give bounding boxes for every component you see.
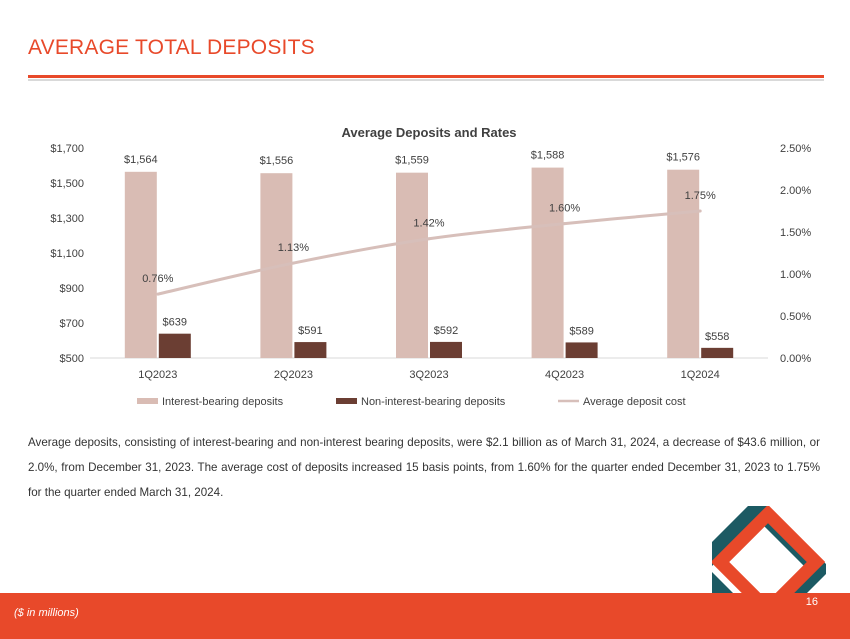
non-interest-bearing-bar (158, 333, 191, 358)
interest-bearing-bar (124, 171, 157, 358)
page-number: 16 (805, 596, 818, 608)
average-deposit-cost-data-label: 0.76% (142, 273, 173, 285)
legend-label: Non-interest-bearing deposits (361, 396, 506, 408)
y-axis-tick-label: $900 (60, 283, 84, 295)
units-footnote: ($ in millions) (14, 607, 79, 619)
deposits-chart: Average Deposits and Rates $500 $700 $900 $1… (50, 125, 811, 408)
legend-label: Interest-bearing deposits (162, 396, 284, 408)
body-paragraph: Average deposits, consisting of interest… (28, 436, 820, 499)
interest-bearing-data-label: $1,564 (124, 154, 158, 166)
average-deposit-cost-data-label: 1.42% (413, 218, 444, 230)
non-interest-bearing-bar (565, 342, 598, 358)
page-title: AVERAGE TOTAL DEPOSITS (28, 36, 315, 59)
non-interest-bearing-data-label: $592 (434, 325, 458, 337)
non-interest-bearing-data-label: $558 (705, 331, 729, 343)
x-axis-category-label: 4Q2023 (545, 369, 584, 381)
interest-bearing-data-label: $1,556 (260, 155, 294, 167)
y2-axis-tick-label: 1.50% (780, 227, 811, 239)
x-axis-category-label: 3Q2023 (409, 369, 448, 381)
x-axis-category-label: 2Q2023 (274, 369, 313, 381)
non-interest-bearing-data-label: $591 (298, 325, 322, 337)
y2-axis-tick-label: 2.00% (780, 185, 811, 197)
footer-bar: ($ in millions) 16 (0, 593, 850, 639)
average-deposit-cost-point (563, 222, 567, 226)
interest-bearing-data-label: $1,588 (531, 150, 565, 162)
non-interest-bearing-data-label: $639 (163, 317, 187, 329)
x-axis-category-label: 1Q2024 (681, 369, 720, 381)
non-interest-bearing-bar (701, 347, 734, 358)
average-deposit-cost-data-label: 1.60% (549, 203, 580, 215)
title-underline (28, 75, 824, 78)
average-deposit-cost-point (698, 209, 702, 213)
legend-swatch (137, 398, 158, 404)
interest-bearing-data-label: $1,576 (666, 152, 700, 164)
y2-axis-tick-label: 2.50% (780, 143, 811, 155)
legend-label: Average deposit cost (583, 396, 686, 408)
y-axis-tick-label: $500 (60, 353, 84, 365)
average-deposit-cost-data-label: 1.13% (278, 242, 309, 254)
chart-title: Average Deposits and Rates (341, 125, 516, 140)
y-axis-tick-label: $1,100 (50, 248, 84, 260)
y2-axis-tick-label: 0.50% (780, 311, 811, 323)
y2-axis-tick-label: 0.00% (780, 353, 811, 365)
average-deposit-cost-point (427, 237, 431, 241)
y-axis-tick-label: $1,500 (50, 178, 84, 190)
x-axis-category-label: 1Q2023 (138, 369, 177, 381)
non-interest-bearing-data-label: $589 (569, 325, 593, 337)
non-interest-bearing-bar (430, 341, 462, 358)
average-deposit-cost-point (291, 261, 295, 265)
y-axis-tick-label: $700 (60, 318, 84, 330)
y-axis-tick-label: $1,300 (50, 213, 84, 225)
legend-swatch (336, 398, 357, 404)
interest-bearing-bar (667, 169, 700, 358)
interest-bearing-bar (531, 167, 564, 358)
interest-bearing-bar (396, 172, 428, 358)
y2-axis-tick-label: 1.00% (780, 269, 811, 281)
interest-bearing-data-label: $1,559 (395, 155, 429, 167)
average-deposit-cost-point (156, 292, 160, 296)
average-deposit-cost-data-label: 1.75% (685, 190, 716, 202)
title-underline-shadow (28, 79, 824, 81)
non-interest-bearing-bar (294, 342, 327, 358)
y-axis-tick-label: $1,700 (50, 143, 84, 155)
